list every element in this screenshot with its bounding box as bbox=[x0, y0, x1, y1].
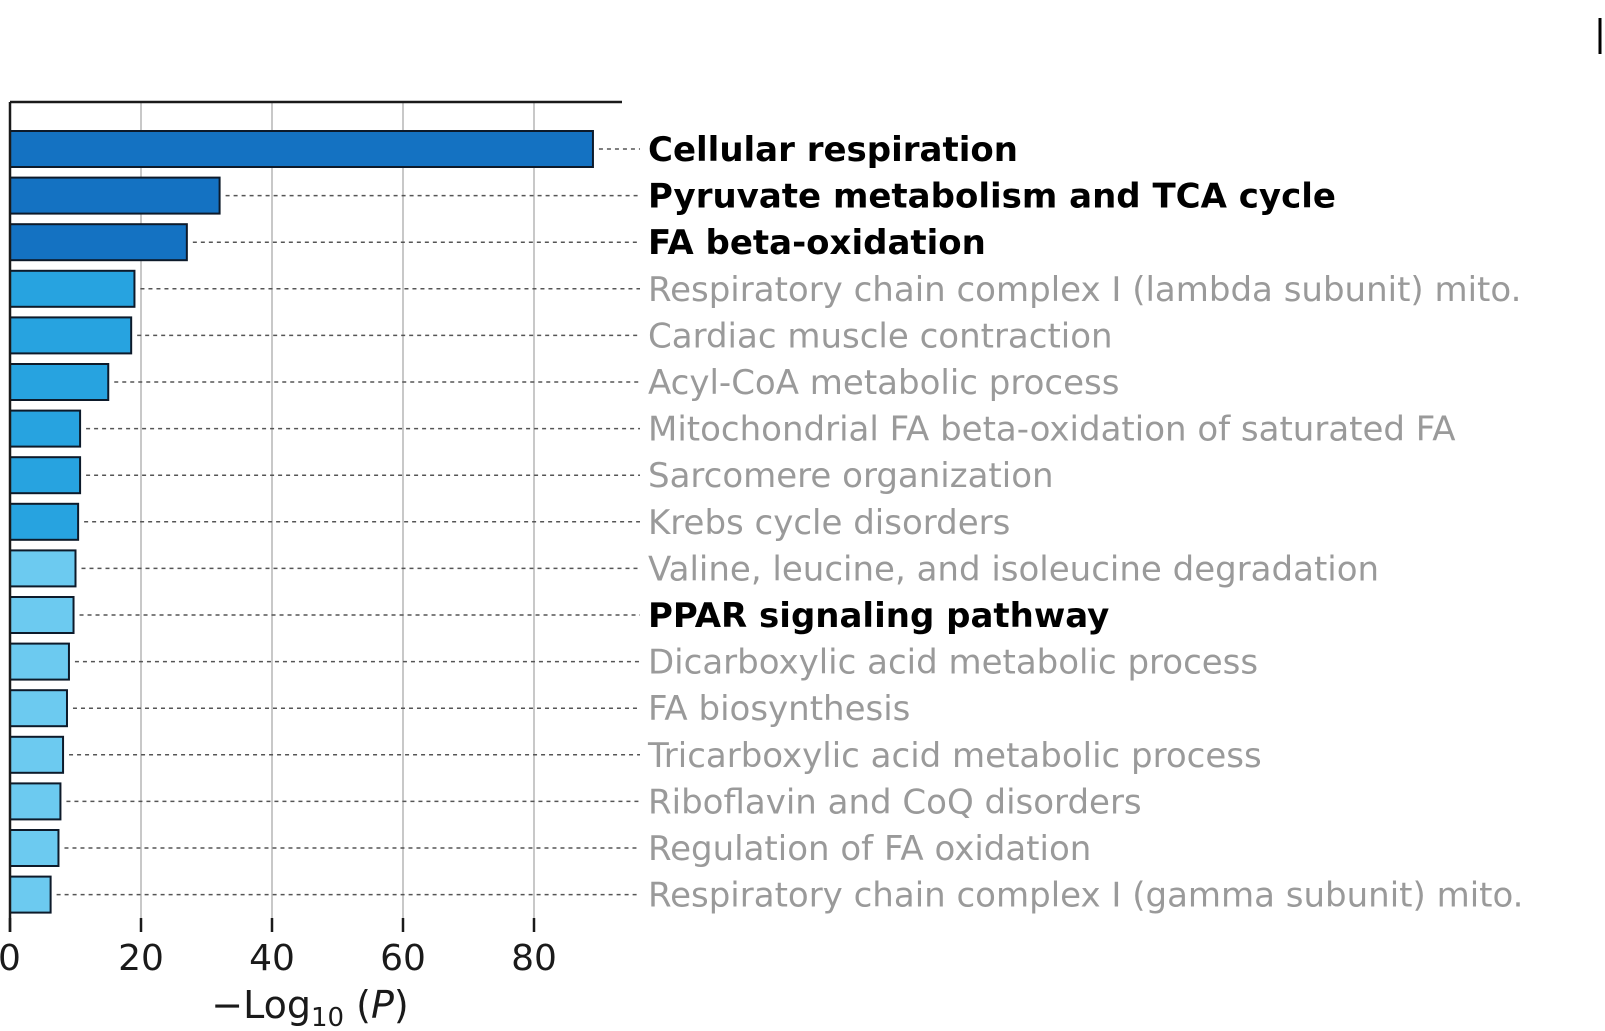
x-tick-label: 80 bbox=[511, 938, 557, 979]
x-tick-label: 40 bbox=[249, 938, 295, 979]
category-label: FA beta-oxidation bbox=[648, 223, 986, 263]
axes bbox=[8, 100, 622, 932]
bar bbox=[9, 269, 136, 308]
x-axis-title: −Log10 (P) bbox=[211, 983, 408, 1031]
category-label: Pyruvate metabolism and TCA cycle bbox=[648, 177, 1336, 217]
category-label: Acyl-CoA metabolic process bbox=[648, 363, 1119, 403]
bar bbox=[9, 176, 221, 215]
bar bbox=[9, 735, 65, 774]
bar bbox=[9, 689, 68, 728]
category-label: Valine, leucine, and isoleucine degradat… bbox=[648, 549, 1379, 589]
bar bbox=[9, 642, 70, 681]
leader-lines bbox=[56, 148, 640, 896]
bar bbox=[9, 223, 188, 262]
bar bbox=[9, 875, 52, 914]
bar bbox=[9, 130, 594, 168]
category-label: PPAR signaling pathway bbox=[648, 596, 1109, 636]
category-label: Tricarboxylic acid metabolic process bbox=[647, 736, 1262, 776]
category-label: Dicarboxylic acid metabolic process bbox=[648, 643, 1258, 683]
bar bbox=[9, 596, 75, 634]
x-tick-label: 0 bbox=[0, 938, 21, 979]
bar bbox=[9, 782, 62, 821]
bar bbox=[9, 829, 60, 867]
bar bbox=[9, 316, 133, 355]
category-label: Cardiac muscle contraction bbox=[648, 316, 1113, 356]
category-label: Krebs cycle disorders bbox=[648, 503, 1010, 543]
category-label: Cellular respiration bbox=[648, 130, 1018, 170]
bars bbox=[9, 130, 594, 914]
category-label: Sarcomere organization bbox=[648, 456, 1054, 496]
category-label: Respiratory chain complex I (gamma subun… bbox=[648, 876, 1523, 916]
bar bbox=[9, 409, 82, 448]
category-label: FA biosynthesis bbox=[648, 689, 910, 729]
bar bbox=[9, 549, 77, 588]
bar bbox=[9, 502, 80, 541]
bar bbox=[9, 456, 82, 495]
x-tick-label: 60 bbox=[380, 938, 426, 979]
category-labels: Cellular respiration Pyruvate metabolism … bbox=[647, 130, 1523, 916]
x-tick-labels: 0 20 40 60 80 bbox=[0, 938, 557, 979]
gridlines bbox=[140, 102, 535, 918]
x-tick-label: 20 bbox=[118, 938, 164, 979]
category-label: Regulation of FA oxidation bbox=[648, 829, 1091, 869]
category-label: Riboflavin and CoQ disorders bbox=[648, 782, 1142, 822]
category-label: Respiratory chain complex I (lambda subu… bbox=[648, 270, 1521, 310]
bar bbox=[9, 363, 110, 401]
category-label: Mitochondrial FA beta-oxidation of satur… bbox=[648, 410, 1456, 450]
